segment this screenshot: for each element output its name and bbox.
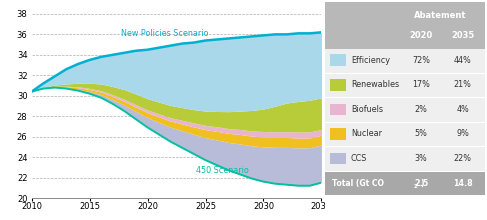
Bar <box>325 147 485 171</box>
Bar <box>330 55 346 66</box>
Text: 5%: 5% <box>415 130 428 138</box>
Bar <box>330 79 346 91</box>
Bar <box>325 98 485 122</box>
Bar <box>325 49 485 73</box>
Text: 22%: 22% <box>454 154 472 163</box>
Text: 21%: 21% <box>454 80 471 89</box>
Text: 44%: 44% <box>454 56 471 65</box>
Text: 2.5: 2.5 <box>414 179 428 188</box>
Bar <box>325 74 485 97</box>
Text: 2%: 2% <box>415 105 428 114</box>
Text: Renewables: Renewables <box>351 80 399 89</box>
Text: New Policies Scenario: New Policies Scenario <box>121 29 209 38</box>
Bar <box>325 172 485 195</box>
Text: 2: 2 <box>414 184 418 189</box>
Text: Efficiency: Efficiency <box>351 56 390 65</box>
Text: 72%: 72% <box>412 56 430 65</box>
Text: Nuclear: Nuclear <box>351 130 382 138</box>
Bar <box>330 104 346 115</box>
Bar <box>330 153 346 164</box>
Bar <box>325 2 485 49</box>
Text: 14.8: 14.8 <box>453 179 472 188</box>
Text: 2035: 2035 <box>451 31 474 40</box>
Text: 17%: 17% <box>412 80 430 89</box>
Text: Abatement: Abatement <box>414 11 467 20</box>
Text: 9%: 9% <box>456 130 469 138</box>
Text: 3%: 3% <box>415 154 428 163</box>
Text: Biofuels: Biofuels <box>351 105 383 114</box>
Text: 4%: 4% <box>456 105 469 114</box>
Text: ): ) <box>420 179 424 188</box>
Text: 450 Scenario: 450 Scenario <box>196 166 249 175</box>
Bar <box>325 123 485 146</box>
Text: Total (Gt CO: Total (Gt CO <box>332 179 384 188</box>
Text: CCS: CCS <box>351 154 367 163</box>
Text: 2020: 2020 <box>410 31 433 40</box>
Bar <box>330 128 346 140</box>
